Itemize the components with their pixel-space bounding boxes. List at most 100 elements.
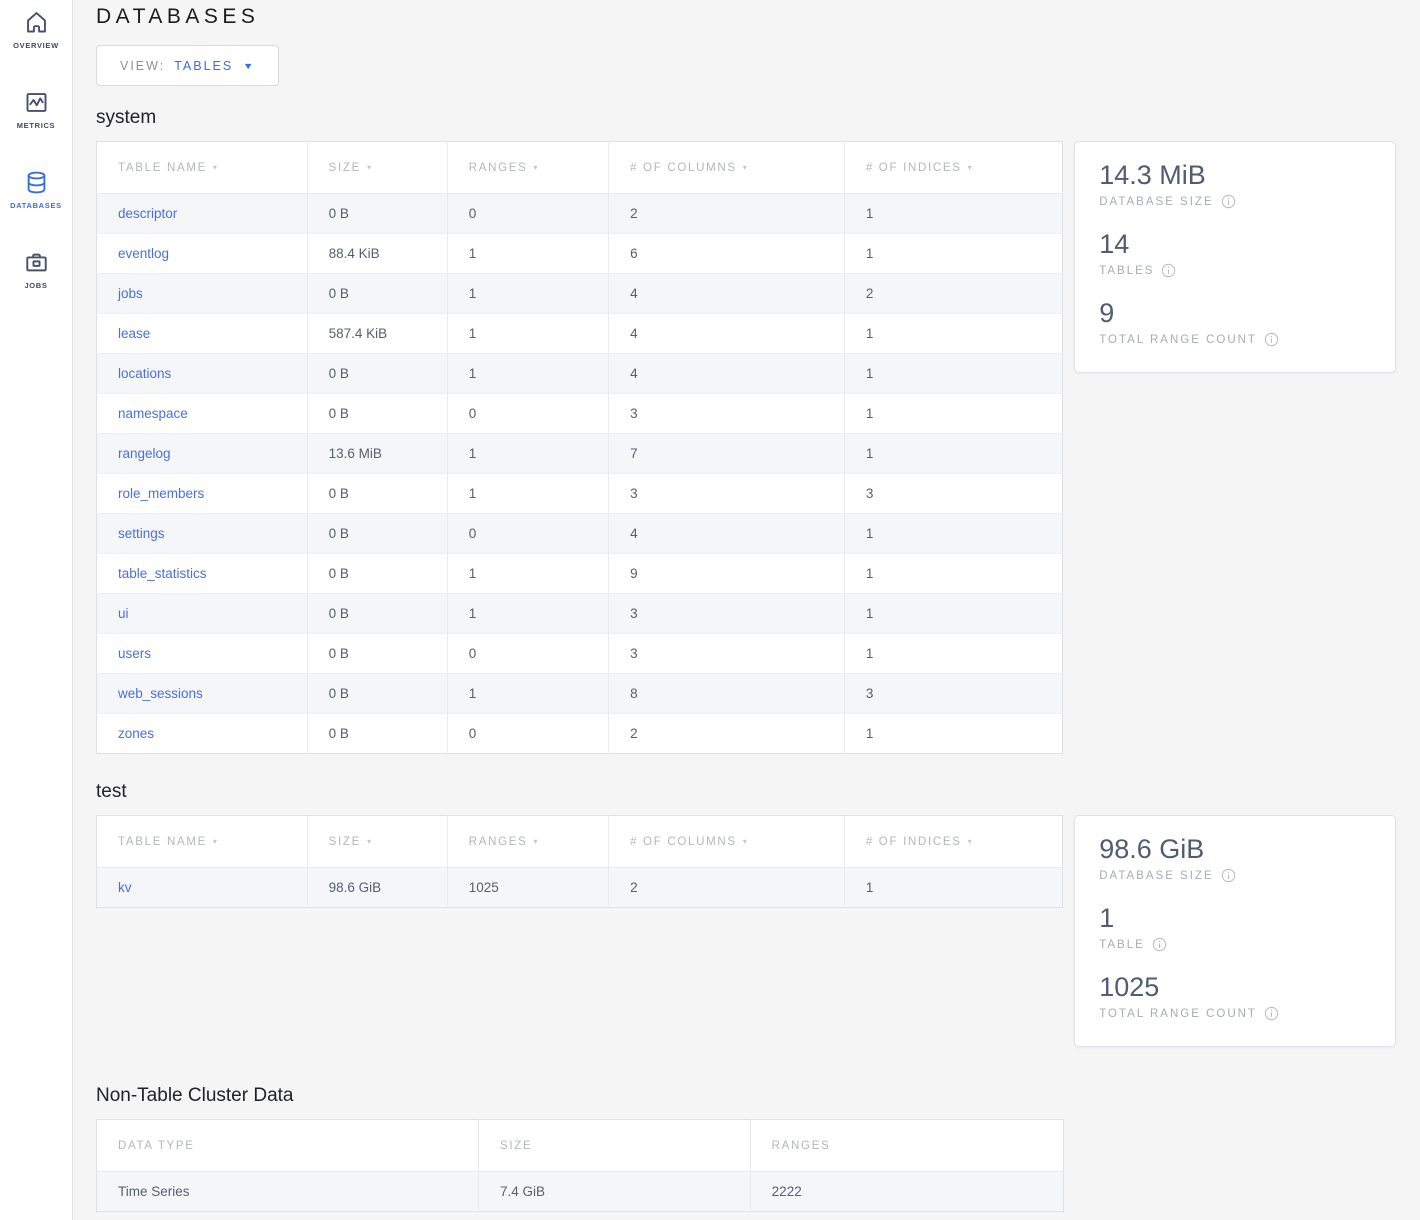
column-header-ranges: RANGES: [750, 1119, 1064, 1172]
home-icon: [23, 9, 50, 36]
table-cell-of-indices: 1: [844, 553, 1063, 594]
stat-table: 1 TABLE: [1099, 902, 1371, 952]
stat-label-text: DATABASE SIZE: [1099, 869, 1214, 882]
sidebar-item-overview[interactable]: OVERVIEW: [0, 0, 72, 80]
column-header-label: # OF INDICES: [865, 835, 962, 848]
table-link[interactable]: locations: [118, 366, 172, 381]
table-link[interactable]: web_sessions: [118, 686, 203, 701]
stat-value: 98.6 GiB: [1099, 834, 1205, 864]
table-link[interactable]: zones: [118, 726, 155, 741]
column-header-table-name[interactable]: TABLE NAME ▾: [96, 141, 308, 194]
sort-caret-icon: ▾: [533, 162, 540, 172]
databases-icon: [23, 169, 50, 196]
table-cell-of-columns: 2: [608, 713, 845, 754]
section-system: system TABLE NAME ▾ SIZE ▾ RANGES ▾ # OF COLUMN…: [96, 107, 1396, 754]
column-header-label: DATA TYPE: [118, 1139, 195, 1152]
info-icon[interactable]: [1264, 1006, 1279, 1021]
table-link[interactable]: settings: [118, 526, 165, 541]
table-cell-of-indices: 3: [844, 673, 1063, 714]
table-cell-table-name: users: [96, 633, 308, 674]
table-header-row: TABLE NAME ▾ SIZE ▾ RANGES ▾ # OF COLUMNS ▾ # OF…: [96, 815, 1063, 868]
column-header-data-type: DATA TYPE: [96, 1119, 479, 1172]
stat-value: 9: [1099, 298, 1115, 328]
table-cell-ranges: 1: [447, 673, 610, 714]
table-cell-ranges: 1: [447, 433, 610, 474]
table-link[interactable]: rangelog: [118, 446, 171, 461]
sort-caret-icon: ▾: [367, 162, 373, 172]
table-cell-data-type: Time Series: [96, 1171, 479, 1212]
table-link[interactable]: users: [118, 646, 152, 661]
column-header-of-indices[interactable]: # OF INDICES ▾: [844, 815, 1063, 868]
stat-value: 1: [1099, 903, 1115, 933]
sidebar-item-databases[interactable]: DATABASES: [0, 160, 72, 240]
table-link[interactable]: namespace: [118, 406, 188, 421]
info-icon[interactable]: [1264, 332, 1279, 347]
table-cell-of-columns: 6: [608, 233, 845, 274]
table-cell-of-columns: 3: [608, 473, 845, 514]
view-dropdown[interactable]: VIEW: TABLES ▼: [96, 45, 280, 86]
column-header-label: SIZE: [328, 835, 361, 848]
table-cell-ranges: 0: [447, 393, 610, 434]
table-link[interactable]: descriptor: [118, 206, 178, 221]
info-icon[interactable]: [1152, 937, 1167, 952]
table-cell-of-columns: 4: [608, 513, 845, 554]
table-cell-of-indices: 1: [865, 726, 874, 741]
section-heading: test: [96, 781, 127, 802]
column-header-ranges[interactable]: RANGES ▾: [447, 815, 610, 868]
sort-caret-icon: ▾: [742, 162, 749, 172]
info-icon[interactable]: [1221, 194, 1236, 209]
table-link[interactable]: table_statistics: [118, 566, 207, 581]
table-cell-of-indices: 3: [844, 473, 1063, 514]
column-header-ranges[interactable]: RANGES ▾: [447, 141, 610, 194]
table-cell-of-indices: 1: [844, 593, 1063, 634]
table-cell-size: 0 B: [307, 353, 448, 394]
table-cell-ranges: 1: [447, 353, 610, 394]
jobs-icon: [23, 249, 50, 276]
table-link[interactable]: role_members: [118, 486, 205, 501]
info-icon[interactable]: [1221, 868, 1236, 883]
table-cell-of-columns: 8: [608, 673, 845, 714]
section-non-table-cluster-data: Non-Table Cluster Data DATA TYPE SIZE RANGE…: [96, 1085, 1396, 1212]
test-table: TABLE NAME ▾ SIZE ▾ RANGES ▾ # OF COLUMNS ▾ # OF…: [96, 815, 1064, 908]
column-header-size[interactable]: SIZE ▾: [307, 815, 448, 868]
table-cell-of-columns: 3: [608, 393, 845, 434]
table-cell-size: 0 B: [307, 673, 448, 714]
table-cell-size: 0 B: [307, 593, 448, 634]
table-link[interactable]: eventlog: [118, 246, 170, 261]
column-header-size: SIZE: [478, 1119, 751, 1172]
table-cell-table-name: role_members: [96, 473, 308, 514]
column-header-of-indices[interactable]: # OF INDICES ▾: [844, 141, 1063, 194]
table-cell-ranges: 0: [447, 633, 610, 674]
sidebar-nav: OVERVIEW METRICS DATABASES JOBS: [0, 0, 72, 320]
column-header-label: # OF COLUMNS: [630, 835, 737, 848]
table-cell-ranges: 1: [447, 553, 610, 594]
table-link[interactable]: lease: [118, 326, 151, 341]
column-header-size[interactable]: SIZE ▾: [307, 141, 448, 194]
table-link[interactable]: ui: [118, 606, 129, 621]
column-header-of-columns[interactable]: # OF COLUMNS ▾: [608, 141, 845, 194]
table-link[interactable]: jobs: [118, 286, 143, 301]
table-link[interactable]: kv: [118, 880, 132, 895]
table-cell-of-columns: 4: [608, 273, 845, 314]
sidebar-item-jobs[interactable]: JOBS: [0, 240, 72, 320]
table-cell-table-name: web_sessions: [96, 673, 308, 714]
column-header-of-columns[interactable]: # OF COLUMNS ▾: [608, 815, 845, 868]
column-header-label: TABLE NAME: [118, 161, 207, 174]
table-cell-table-name: settings: [96, 513, 308, 554]
info-icon[interactable]: [1161, 263, 1176, 278]
table-cell-table-name: kv: [96, 867, 308, 908]
main-content: DATABASES VIEW: TABLES ▼ system TABLE NAM…: [73, 0, 1420, 1212]
sort-caret-icon: ▾: [213, 162, 219, 172]
stat-value: 1025: [1099, 972, 1160, 1002]
sidebar-item-label: OVERVIEW: [13, 41, 59, 50]
sidebar-item-metrics[interactable]: METRICS: [0, 80, 72, 160]
table-header-row: DATA TYPE SIZE RANGES: [96, 1119, 1064, 1172]
column-header-table-name[interactable]: TABLE NAME ▾: [96, 815, 308, 868]
stat-tables: 14 TABLES: [1099, 228, 1371, 278]
